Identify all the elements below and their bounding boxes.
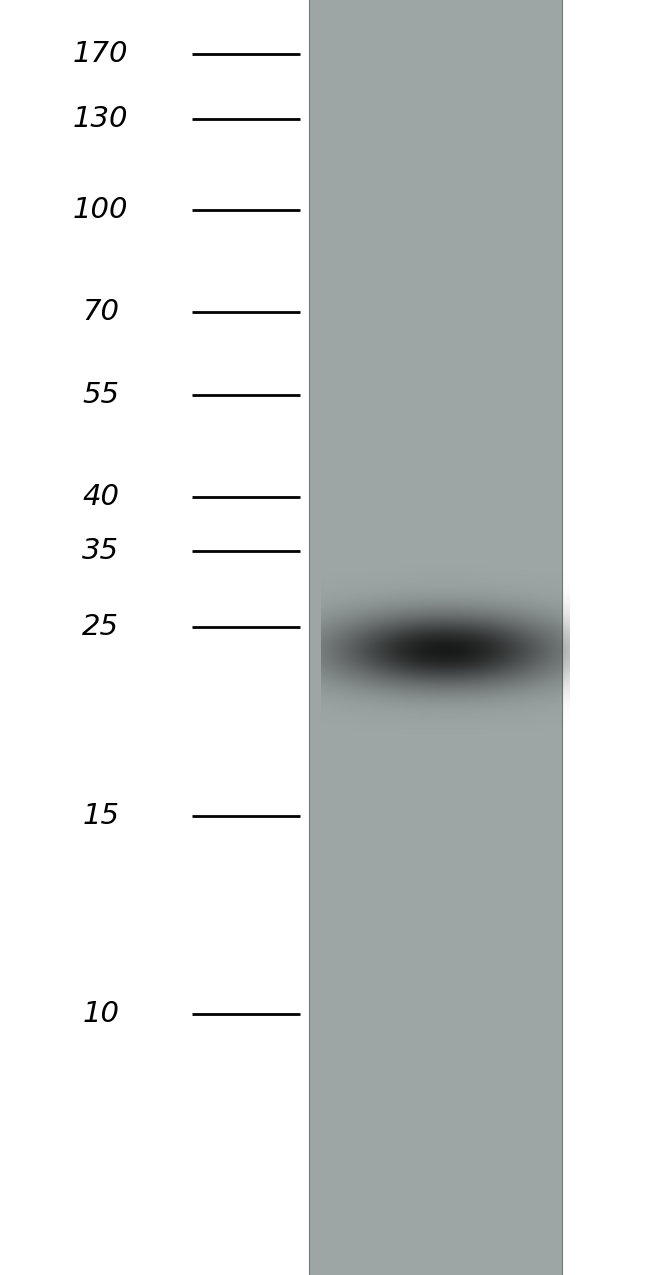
Text: 35: 35 bbox=[83, 537, 119, 565]
Text: 25: 25 bbox=[83, 613, 119, 641]
Text: 15: 15 bbox=[83, 802, 119, 830]
Bar bbox=[309, 0, 562, 1275]
Text: 170: 170 bbox=[73, 40, 129, 68]
Text: 55: 55 bbox=[83, 381, 119, 409]
Text: 130: 130 bbox=[73, 105, 129, 133]
Text: 100: 100 bbox=[73, 196, 129, 224]
Text: 70: 70 bbox=[83, 298, 119, 326]
Text: 10: 10 bbox=[83, 1000, 119, 1028]
Text: 40: 40 bbox=[83, 483, 119, 511]
